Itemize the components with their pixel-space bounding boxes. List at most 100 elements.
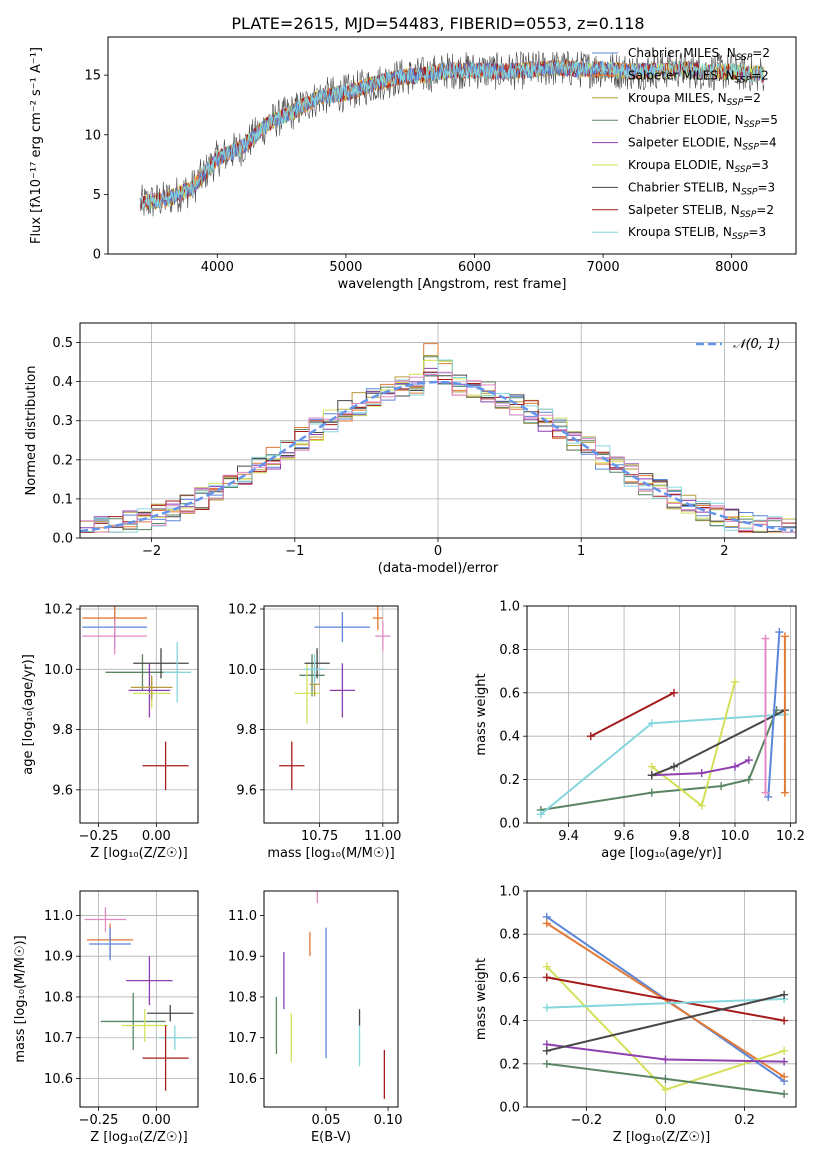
y-tick-label: 10.8 (228, 990, 257, 1005)
spectrum-axes: 4000 5000 6000 7000 8000 0 5 10 15 wavelength [An… (29, 47, 748, 292)
x-tick-label: 0.00 (142, 1113, 171, 1128)
y-axis-label: mass [log₁₀(M/M☉)] (13, 935, 28, 1062)
y-tick-label: 11.0 (44, 909, 73, 924)
x-tick-label: −1 (285, 544, 304, 559)
legend-entry: Chabrier ELODIE, NSSP=5 (628, 113, 778, 130)
mass-vs-Z-axes: −0.25 0.00 10.6 10.7 10.8 10.9 11.0 Z [log₁₀(Z/… (13, 891, 198, 1145)
age-vs-mass-axes: 10.75 11.00 9.6 9.8 10.0 10.2 mass [log₁₀(M/M☉… (228, 603, 401, 861)
x-tick-label: 0.10 (374, 1113, 403, 1128)
gaussian-curve (80, 380, 794, 533)
spectrum-plot (139, 50, 765, 217)
y-tick-label: 10.0 (44, 663, 73, 678)
weight-series (540, 709, 778, 811)
legend-entry: Chabrier MILES, NSSP=2 (628, 46, 770, 63)
spectrum-legend: Chabrier MILES, NSSP=2 Salpeter MILES, NS… (592, 46, 778, 242)
mass-vs-Z-frame (79, 890, 199, 1108)
y-tick-label: 0.6 (499, 971, 520, 986)
y-tick-label: 10.6 (44, 1072, 73, 1087)
residuals-plot (80, 343, 796, 533)
y-tick-label: 10.9 (44, 950, 73, 965)
legend-entry: Salpeter STELIB, NSSP=2 (628, 203, 774, 220)
y-tick-label: 10.0 (228, 663, 257, 678)
x-tick-label: 1 (577, 544, 585, 559)
weight-series (590, 691, 675, 738)
age-vs-mass-plot (279, 606, 391, 790)
legend-entry: Chabrier STELIB, NSSP=3 (628, 180, 775, 197)
y-tick-label: 0.3 (52, 414, 73, 429)
x-tick-label: 9.8 (669, 829, 690, 844)
weight-series (546, 993, 785, 1052)
x-tick-label: −0.25 (79, 829, 119, 844)
legend-entry: Kroupa ELODIE, NSSP=3 (628, 158, 769, 175)
y-tick-label: 0.1 (52, 492, 73, 507)
y-tick-label: 10.2 (44, 603, 73, 618)
y-tick-label: 0.2 (499, 1057, 520, 1072)
y-tick-label: 10.7 (44, 1031, 73, 1046)
x-tick-label: 6000 (458, 260, 491, 275)
spectrum-frame (107, 36, 797, 255)
x-tick-label: 5000 (329, 260, 362, 275)
weight-series (546, 998, 785, 1009)
x-tick-label: 2 (720, 544, 728, 559)
y-tick-label: 10.6 (228, 1072, 257, 1087)
age-vs-Z-plot (82, 606, 192, 790)
x-tick-label: −0.2 (571, 1113, 603, 1128)
x-tick-label: 0.0 (655, 1113, 676, 1128)
weight-vs-Z-frame (526, 890, 797, 1108)
legend-entry: Kroupa MILES, NSSP=2 (628, 91, 761, 108)
y-tick-label: 5 (93, 188, 101, 203)
age-vs-Z-frame (79, 605, 199, 824)
y-axis-label: Normed distribution (24, 366, 39, 496)
x-axis-label: Z [log₁₀(Z/Z☉)] (90, 1130, 187, 1145)
x-tick-label: 0.2 (734, 1113, 755, 1128)
x-axis-label: Z [log₁₀(Z/Z☉)] (90, 846, 187, 861)
x-tick-label: 7000 (587, 260, 620, 275)
age-vs-Z-axes: −0.25 0.00 9.6 9.8 10.0 10.2 Z [log₁₀(Z/Z☉)] ag… (21, 603, 198, 861)
mass-vs-ebv-axes: 0.05 0.10 10.6 10.7 10.8 10.9 11.0 E(B-V) (228, 909, 403, 1145)
x-axis-label: mass [log₁₀(M/M☉)] (267, 846, 394, 861)
age-vs-mass-frame (263, 605, 399, 824)
y-tick-label: 1.0 (499, 600, 520, 615)
weight-vs-age-plot (536, 628, 789, 819)
y-tick-label: 11.0 (228, 909, 257, 924)
x-tick-label: 9.4 (558, 829, 579, 844)
x-tick-label: 0 (434, 544, 442, 559)
legend-entry: Salpeter ELODIE, NSSP=4 (628, 136, 777, 153)
y-tick-label: 0.2 (499, 773, 520, 788)
spectrum-series (139, 60, 765, 211)
y-tick-label: 1.0 (499, 885, 520, 900)
figure-title: PLATE=2615, MJD=54483, FIBERID=0553, z=0… (231, 14, 644, 33)
weight-series (651, 681, 736, 808)
mass-vs-Z-plot (84, 907, 194, 1091)
mass-vs-ebv-frame (263, 890, 399, 1108)
x-tick-label: 10.2 (776, 829, 805, 844)
y-tick-label: 0.0 (52, 532, 73, 547)
y-tick-label: 15 (84, 69, 101, 84)
histogram-series (80, 371, 796, 533)
legend-entry: Salpeter MILES, NSSP=2 (628, 68, 769, 85)
y-tick-label: 0.0 (499, 1101, 520, 1116)
y-tick-label: 0.4 (52, 375, 73, 390)
x-tick-label: 0.00 (142, 829, 171, 844)
y-tick-label: 0.2 (52, 453, 73, 468)
weight-vs-Z-plot (542, 912, 789, 1099)
y-tick-label: 9.8 (236, 723, 257, 738)
y-tick-label: 0 (93, 248, 101, 263)
y-axis-label: mass weight (474, 673, 489, 755)
x-axis-label: age [log₁₀(age/yr)] (601, 846, 722, 861)
x-tick-label: 8000 (715, 260, 748, 275)
mass-vs-ebv-plot (275, 891, 386, 1099)
weight-vs-age-frame (526, 605, 797, 824)
y-tick-label: 10.2 (228, 603, 257, 618)
y-tick-label: 10.8 (44, 990, 73, 1005)
spectrum-series (152, 60, 655, 209)
legend-entry: Kroupa STELIB, NSSP=3 (628, 225, 766, 242)
x-tick-label: 10.75 (301, 829, 338, 844)
y-axis-label: mass weight (474, 958, 489, 1040)
histogram-series (80, 371, 796, 533)
weight-series (767, 631, 781, 798)
weight-series (546, 976, 785, 1022)
weight-vs-Z-axes: −0.2 0.0 0.2 0.0 0.2 0.4 0.6 0.8 1.0 Z [log₁₀(Z/Z… (474, 885, 796, 1145)
y-tick-label: 10.9 (228, 950, 257, 965)
